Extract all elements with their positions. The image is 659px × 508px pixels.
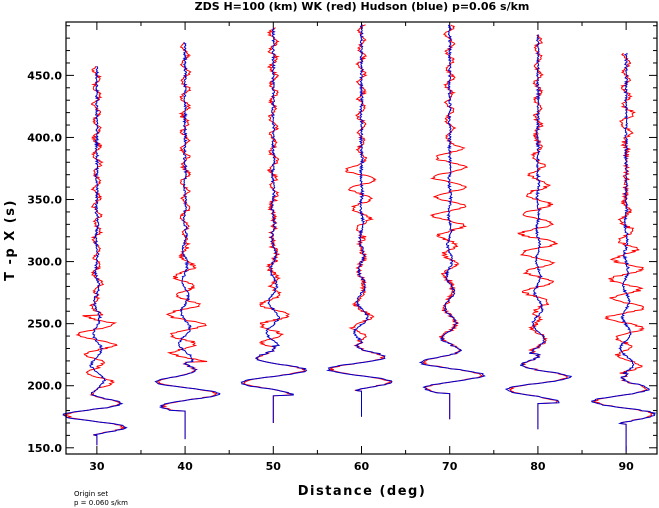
y-axis-title: T -p X (s) bbox=[3, 199, 18, 281]
y-tick-label: 400.0 bbox=[27, 131, 62, 144]
footnote-ray-parameter: p = 0.060 s/km bbox=[74, 499, 128, 507]
y-tick-label: 450.0 bbox=[27, 69, 62, 82]
hudson-trace-90 bbox=[591, 52, 657, 452]
y-tick-label: 200.0 bbox=[27, 380, 62, 393]
wk-trace-80 bbox=[508, 34, 569, 430]
y-tick-label: 150.0 bbox=[27, 442, 62, 455]
x-tick-label: 80 bbox=[530, 460, 546, 473]
hudson-trace-70 bbox=[418, 24, 486, 420]
hudson-trace-30 bbox=[62, 65, 128, 446]
seismogram-traces bbox=[62, 24, 657, 452]
x-tick-label: 60 bbox=[354, 460, 370, 473]
y-tick-label: 350.0 bbox=[27, 194, 62, 207]
x-axis-title: Distance (deg) bbox=[298, 484, 427, 499]
y-tick-label: 300.0 bbox=[27, 256, 62, 269]
x-tick-label: 90 bbox=[618, 460, 634, 473]
plot-frame bbox=[65, 21, 658, 455]
hudson-trace-60 bbox=[325, 24, 393, 417]
x-tick-label: 50 bbox=[266, 460, 282, 473]
axes: 30 40 50 60 70 80 90 150.0 200.0 250.0 300.0 350.0 4… bbox=[27, 22, 657, 473]
hudson-trace-40 bbox=[154, 42, 221, 440]
wk-trace-40 bbox=[155, 42, 218, 440]
hudson-trace-80 bbox=[504, 34, 573, 430]
wk-trace-30 bbox=[63, 65, 126, 446]
y-tick-label: 250.0 bbox=[27, 318, 62, 331]
wk-trace-60 bbox=[328, 24, 392, 417]
x-tick-label: 40 bbox=[177, 460, 193, 473]
x-tick-label: 70 bbox=[442, 460, 458, 473]
footnote-origin: Origin set bbox=[74, 490, 108, 498]
x-tick-label: 30 bbox=[89, 460, 105, 473]
wk-trace-70 bbox=[421, 24, 484, 420]
hudson-trace-50 bbox=[240, 27, 308, 423]
chart-title: ZDS H=100 (km) WK (red) Hudson (blue) p=… bbox=[195, 0, 530, 13]
